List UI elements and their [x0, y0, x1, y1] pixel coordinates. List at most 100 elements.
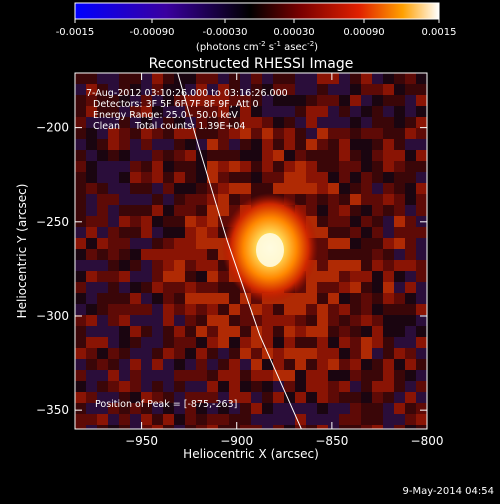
heatmap-cell	[339, 337, 351, 349]
heatmap-cell	[108, 370, 120, 382]
energy-annotation: Energy Range: 25.0 - 50.0 keV	[93, 110, 238, 121]
colorbar-tick-label: 0.0015	[422, 27, 457, 38]
heatmap-cell	[97, 227, 109, 239]
heatmap-cell	[394, 381, 406, 393]
heatmap-cell	[306, 359, 318, 371]
heatmap-cell	[240, 370, 252, 382]
heatmap-cell	[141, 205, 153, 217]
heatmap-cell	[262, 392, 274, 404]
heatmap-cell	[317, 194, 329, 206]
heatmap-cell	[163, 194, 175, 206]
heatmap-cell	[317, 216, 329, 228]
heatmap-cell	[240, 84, 252, 96]
heatmap-cell	[284, 172, 296, 184]
heatmap-cell	[108, 95, 120, 107]
heatmap-cell	[339, 172, 351, 184]
heatmap-cell	[328, 326, 340, 338]
heatmap-cell	[251, 425, 263, 429]
heatmap-cell	[174, 414, 186, 426]
heatmap-cell	[383, 95, 395, 107]
heatmap-cell	[317, 304, 329, 316]
heatmap-cell	[295, 370, 307, 382]
heatmap-cell	[273, 183, 285, 195]
heatmap-cell	[262, 95, 274, 107]
heatmap-cell	[130, 282, 142, 294]
heatmap-cell	[372, 282, 384, 294]
heatmap-cell	[339, 282, 351, 294]
heatmap-cell	[383, 172, 395, 184]
heatmap-cell	[108, 106, 120, 118]
heatmap-cell	[284, 117, 296, 129]
heatmap-cell	[97, 161, 109, 173]
heatmap-cell	[163, 370, 175, 382]
heatmap-cell	[207, 315, 219, 327]
heatmap-cell	[75, 172, 87, 184]
heatmap-cell	[284, 370, 296, 382]
heatmap-cell	[317, 139, 329, 151]
heatmap-cell	[196, 425, 208, 429]
heatmap-cell	[218, 84, 230, 96]
heatmap-cell	[394, 425, 406, 429]
heatmap-cell	[207, 249, 219, 261]
heatmap-cell	[108, 414, 120, 426]
heatmap-cell	[196, 392, 208, 404]
heatmap-cell	[163, 205, 175, 217]
heatmap-cell	[328, 370, 340, 382]
heatmap-cell	[350, 117, 362, 129]
heatmap-cell	[350, 403, 362, 415]
heatmap-cell	[119, 260, 131, 272]
heatmap-cell	[262, 315, 274, 327]
heatmap-cell	[196, 84, 208, 96]
heatmap-cell	[306, 348, 318, 360]
heatmap-cell	[295, 414, 307, 426]
heatmap-cell	[405, 84, 417, 96]
heatmap-cell	[97, 293, 109, 305]
heatmap-cell	[163, 139, 175, 151]
heatmap-cell	[361, 271, 373, 283]
heatmap-cell	[130, 392, 142, 404]
heatmap-cell	[119, 128, 131, 140]
heatmap-cell	[119, 381, 131, 393]
heatmap-cell	[207, 95, 219, 107]
heatmap-cell	[328, 359, 340, 371]
heatmap-cell	[86, 172, 98, 184]
heatmap-cell	[361, 260, 373, 272]
heatmap-cell	[174, 106, 186, 118]
heatmap-cell	[361, 150, 373, 162]
heatmap-cell	[339, 425, 351, 429]
heatmap-cell	[75, 128, 87, 140]
heatmap-cell	[251, 139, 263, 151]
heatmap-cell	[284, 293, 296, 305]
heatmap-cell	[185, 139, 197, 151]
heatmap-cell	[372, 84, 384, 96]
heatmap-cell	[152, 150, 164, 162]
heatmap-cell	[152, 425, 164, 429]
heatmap-cell	[152, 172, 164, 184]
heatmap-cell	[119, 150, 131, 162]
heatmap-cell	[306, 84, 318, 96]
heatmap-cell	[196, 359, 208, 371]
heatmap-cell	[196, 216, 208, 228]
heatmap-cell	[196, 304, 208, 316]
heatmap-cell	[383, 414, 395, 426]
heatmap-cell	[372, 414, 384, 426]
heatmap-cell	[86, 326, 98, 338]
heatmap-cell	[284, 425, 296, 429]
heatmap-cell	[251, 414, 263, 426]
heatmap-cell	[119, 370, 131, 382]
heatmap-cell	[383, 117, 395, 129]
heatmap-cell	[383, 205, 395, 217]
heatmap-cell	[75, 304, 87, 316]
heatmap-cell	[163, 128, 175, 140]
heatmap-cell	[416, 370, 427, 382]
heatmap-cell	[141, 271, 153, 283]
heatmap-cell	[229, 315, 241, 327]
heatmap-cell	[284, 315, 296, 327]
heatmap-cell	[207, 139, 219, 151]
heatmap-cell	[130, 216, 142, 228]
heatmap-cell	[317, 370, 329, 382]
heatmap-cell	[119, 326, 131, 338]
heatmap-cell	[229, 194, 241, 206]
heatmap-cell	[262, 183, 274, 195]
heatmap-cell	[108, 161, 120, 173]
